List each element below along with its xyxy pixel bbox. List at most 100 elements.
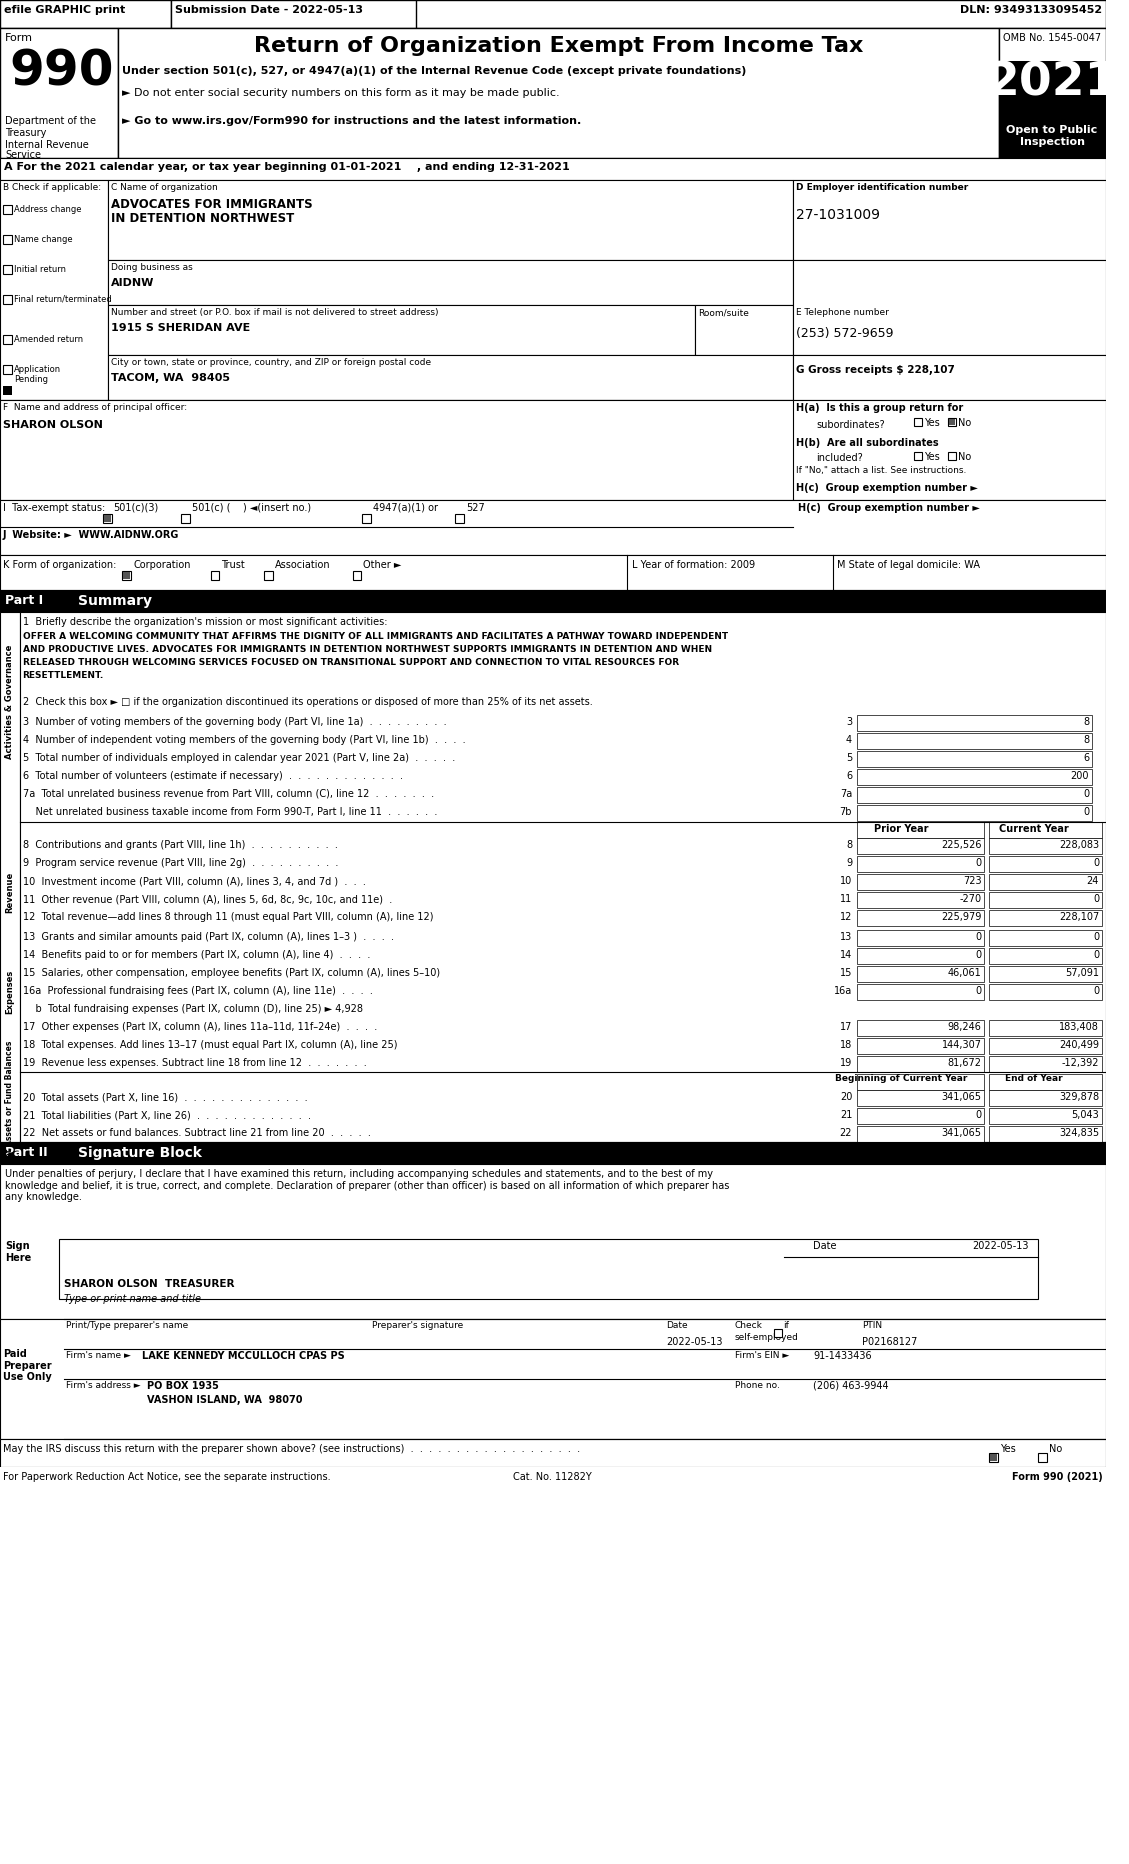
Bar xyxy=(989,1020,1102,1036)
Text: Treasury: Treasury xyxy=(5,129,46,138)
Text: 17  Other expenses (Part IX, column (A), lines 11a–11d, 11f–24e)  .  .  .  .: 17 Other expenses (Part IX, column (A), … xyxy=(23,1021,377,1033)
Text: M State of legal domicile: WA: M State of legal domicile: WA xyxy=(838,559,980,570)
Bar xyxy=(857,805,1092,820)
Bar xyxy=(857,839,984,854)
Text: H(b)  Are all subordinates: H(b) Are all subordinates xyxy=(796,438,939,447)
Bar xyxy=(117,28,999,158)
Bar xyxy=(211,570,219,580)
Bar xyxy=(122,570,131,580)
Text: Part I: Part I xyxy=(5,595,43,608)
Text: E Telephone number: E Telephone number xyxy=(796,308,890,317)
Bar xyxy=(0,1439,1106,1467)
Bar xyxy=(857,856,984,872)
Bar xyxy=(857,716,1092,731)
Text: 225,979: 225,979 xyxy=(942,911,981,923)
Text: Internal Revenue: Internal Revenue xyxy=(5,140,89,149)
Bar xyxy=(0,158,1106,181)
Bar xyxy=(107,259,794,306)
Bar xyxy=(857,822,984,839)
Bar xyxy=(989,1126,1102,1143)
Text: ADVOCATES FOR IMMIGRANTS: ADVOCATES FOR IMMIGRANTS xyxy=(111,198,313,211)
Text: Address change: Address change xyxy=(14,205,81,214)
Text: 15  Salaries, other compensation, employee benefits (Part IX, column (A), lines : 15 Salaries, other compensation, employe… xyxy=(23,967,439,979)
Text: 341,065: 341,065 xyxy=(942,1092,981,1102)
Text: Service: Service xyxy=(5,149,41,160)
Text: 27-1031009: 27-1031009 xyxy=(796,209,881,222)
Text: 1  Briefly describe the organization's mission or most significant activities:: 1 Briefly describe the organization's mi… xyxy=(23,617,387,626)
Text: K Form of organization:: K Form of organization: xyxy=(3,559,116,570)
Text: 12  Total revenue—add lines 8 through 11 (must equal Part VIII, column (A), line: 12 Total revenue—add lines 8 through 11 … xyxy=(23,911,434,923)
Text: Net unrelated business taxable income from Form 990-T, Part I, line 11  .  .  . : Net unrelated business taxable income fr… xyxy=(23,807,437,816)
Text: 10: 10 xyxy=(840,876,852,885)
Bar xyxy=(455,514,464,524)
Text: Date: Date xyxy=(813,1241,837,1251)
Text: 6: 6 xyxy=(846,772,852,781)
Text: Date: Date xyxy=(666,1322,688,1331)
Text: 0: 0 xyxy=(1093,932,1099,941)
Bar xyxy=(857,930,984,947)
Bar xyxy=(59,1240,1039,1299)
Bar xyxy=(0,0,1106,28)
Text: Under section 501(c), 527, or 4947(a)(1) of the Internal Revenue Code (except pr: Under section 501(c), 527, or 4947(a)(1)… xyxy=(122,65,746,76)
Text: -12,392: -12,392 xyxy=(1061,1059,1099,1068)
Bar xyxy=(989,893,1102,908)
Bar xyxy=(172,0,417,28)
Bar xyxy=(0,1320,1106,1439)
Text: PTIN: PTIN xyxy=(861,1322,882,1331)
Bar xyxy=(0,1467,1106,1491)
Text: A For the 2021 calendar year, or tax year beginning 01-01-2021    , and ending 1: A For the 2021 calendar year, or tax yea… xyxy=(3,162,570,171)
Text: Check: Check xyxy=(735,1322,762,1331)
Bar xyxy=(3,265,11,274)
Bar xyxy=(989,949,1102,964)
Bar xyxy=(103,514,112,524)
Bar xyxy=(123,572,130,580)
Bar xyxy=(989,822,1102,839)
Bar xyxy=(989,984,1102,999)
Bar xyxy=(3,205,11,214)
Bar xyxy=(913,451,921,460)
Text: LAKE KENNEDY MCCULLOCH CPAS PS: LAKE KENNEDY MCCULLOCH CPAS PS xyxy=(142,1351,344,1361)
Text: 14: 14 xyxy=(840,951,852,960)
Text: OMB No. 1545-0047: OMB No. 1545-0047 xyxy=(1003,34,1101,43)
Text: 7b: 7b xyxy=(840,807,852,816)
Text: 0: 0 xyxy=(1093,895,1099,904)
Text: 501(c)(3): 501(c)(3) xyxy=(114,503,159,513)
Text: 22  Net assets or fund balances. Subtract line 21 from line 20  .  .  .  .  .: 22 Net assets or fund balances. Subtract… xyxy=(23,1128,370,1139)
Text: L Year of formation: 2009: L Year of formation: 2009 xyxy=(632,559,755,570)
Bar xyxy=(948,418,956,427)
Bar xyxy=(107,306,695,354)
Bar xyxy=(989,874,1102,889)
Text: Current Year: Current Year xyxy=(998,824,1068,833)
Bar xyxy=(989,839,1102,854)
Bar xyxy=(989,1038,1102,1053)
Text: 2022-05-13: 2022-05-13 xyxy=(972,1241,1029,1251)
Text: 18  Total expenses. Add lines 13–17 (must equal Part IX, column (A), line 25): 18 Total expenses. Add lines 13–17 (must… xyxy=(23,1040,397,1049)
Text: DLN: 93493133095452: DLN: 93493133095452 xyxy=(960,6,1102,15)
Text: 200: 200 xyxy=(1070,772,1089,781)
Bar xyxy=(0,1143,1106,1163)
Text: (253) 572-9659: (253) 572-9659 xyxy=(796,326,894,339)
Bar xyxy=(857,1090,984,1105)
Text: 18: 18 xyxy=(840,1040,852,1049)
Text: 527: 527 xyxy=(466,503,485,513)
Text: 57,091: 57,091 xyxy=(1065,967,1099,979)
Text: 5,043: 5,043 xyxy=(1071,1109,1099,1120)
Text: RESETTLEMENT.: RESETTLEMENT. xyxy=(23,671,104,680)
Text: 4  Number of independent voting members of the governing body (Part VI, line 1b): 4 Number of independent voting members o… xyxy=(23,734,465,746)
Text: 183,408: 183,408 xyxy=(1059,1021,1099,1033)
Bar xyxy=(794,259,1106,354)
Text: 0: 0 xyxy=(975,1109,981,1120)
Bar xyxy=(0,181,107,401)
Text: 46,061: 46,061 xyxy=(947,967,981,979)
Text: (206) 463-9944: (206) 463-9944 xyxy=(813,1381,889,1391)
Text: -270: -270 xyxy=(960,895,981,904)
Text: 5: 5 xyxy=(846,753,852,762)
Text: Firm's name ►: Firm's name ► xyxy=(65,1351,131,1361)
Text: 228,083: 228,083 xyxy=(1059,841,1099,850)
Text: 0: 0 xyxy=(1093,951,1099,960)
Text: D Employer identification number: D Employer identification number xyxy=(796,183,969,192)
Text: Yes: Yes xyxy=(924,451,939,462)
Text: 19: 19 xyxy=(840,1059,852,1068)
Bar xyxy=(857,1020,984,1036)
Text: 6  Total number of volunteers (estimate if necessary)  .  .  .  .  .  .  .  .  .: 6 Total number of volunteers (estimate i… xyxy=(23,772,403,781)
